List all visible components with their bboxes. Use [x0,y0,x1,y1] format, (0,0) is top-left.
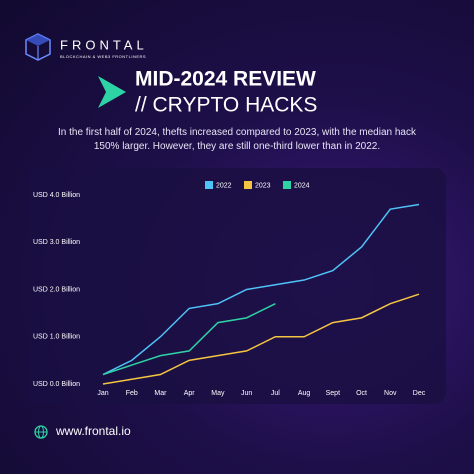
y-tick-label: USD 3.0 Billion [33,239,80,246]
y-tick-label: USD 0.0 Billion [33,381,80,388]
x-tick-label: Jun [241,390,252,397]
line-series [102,293,420,385]
legend-label: 2022 [216,182,232,189]
x-tick-label: Jan [97,390,108,397]
arrow-icon [98,76,126,108]
line-series [102,203,420,376]
x-tick-label: Oct [356,390,367,397]
description: In the first half of 2024, thefts increa… [58,127,416,152]
brand-tagline: BLOCKCHAIN & WEB3 FRONTLINERS [60,54,146,59]
x-tick-label: Dec [413,390,426,397]
y-tick-label: USD 2.0 Billion [33,286,80,293]
legend-swatch [205,181,213,189]
headline-line1: MID-2024 REVIEW [135,68,316,91]
legend-swatch [244,181,252,189]
x-tick-label: Aug [298,390,311,397]
x-tick-label: Nov [384,390,397,397]
legend-label: 2023 [255,182,271,189]
x-tick-label: Apr [184,390,196,397]
x-tick-label: Sept [326,390,340,397]
chart-panel [28,168,446,404]
brand-name: FRONTAL [60,37,148,52]
headline-line2: // CRYPTO HACKS [135,94,317,117]
x-tick-label: Feb [126,390,138,397]
footer-url: www.frontal.io [55,424,131,438]
legend-swatch [283,181,291,189]
x-tick-label: Mar [154,390,167,397]
globe-icon [34,425,48,439]
x-tick-label: Jul [271,390,280,397]
y-tick-label: USD 4.0 Billion [33,192,80,199]
y-tick-label: USD 1.0 Billion [33,334,80,341]
logo-icon [25,33,51,61]
line-series [102,303,276,376]
legend-label: 2024 [294,182,310,189]
x-tick-label: May [211,390,225,397]
